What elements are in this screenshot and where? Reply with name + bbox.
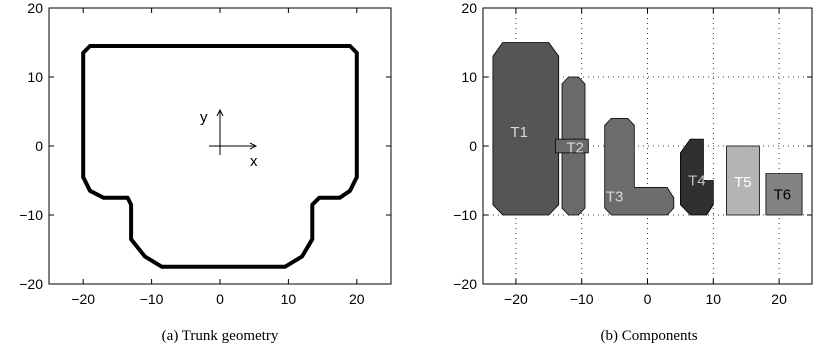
component-label-t1: T1 — [510, 124, 528, 141]
panel-a-caption: (a) Trunk geometry — [162, 328, 279, 344]
y-tick-label: 10 — [27, 69, 43, 85]
y-tick-label: 20 — [461, 0, 477, 16]
panel-b-caption: (b) Components — [600, 328, 697, 344]
component-t4 — [680, 138, 714, 216]
origin-x-label: x — [250, 153, 258, 170]
y-tick-label: −20 — [19, 276, 43, 292]
x-tick-label: −10 — [570, 291, 594, 307]
x-tick-label: −10 — [140, 291, 164, 307]
y-tick-label: −20 — [453, 276, 477, 292]
y-tick-label: 20 — [27, 0, 43, 16]
panel-b-ticks: −20 −10 0 10 20 −20 −10 0 10 20 — [453, 0, 812, 307]
component-label-t5: T5 — [734, 174, 752, 191]
x-tick-label: −20 — [504, 291, 528, 307]
component-t3 — [604, 118, 675, 216]
y-tick-label: 0 — [469, 138, 477, 154]
component-t5 — [726, 145, 760, 216]
component-label-t2: T2 — [566, 139, 584, 156]
component-label-t6: T6 — [774, 186, 792, 203]
component-label-t3: T3 — [606, 188, 624, 205]
component-t2b — [555, 138, 589, 154]
y-tick-label: 10 — [461, 69, 477, 85]
trunk-outline — [81, 44, 359, 269]
component-shapes: T1 T2 T3 T4 T5 T6 — [492, 42, 803, 216]
origin-y-label: y — [200, 109, 208, 126]
x-tick-label: 0 — [644, 291, 652, 307]
y-tick-label: 0 — [35, 138, 43, 154]
component-t6 — [765, 173, 803, 216]
y-tick-label: −10 — [453, 207, 477, 223]
panel-components: T1 T2 T3 T4 T5 T6 −20 −10 0 10 20 −20 −10 0 10 20 (b) … — [453, 0, 813, 344]
x-tick-label: 10 — [706, 291, 722, 307]
origin-x-arrow — [249, 142, 258, 150]
x-tick-label: 20 — [349, 291, 365, 307]
panel-a-ticks: −20 −10 0 10 20 −20 −10 0 10 20 — [19, 0, 391, 307]
origin-axes: xy — [200, 108, 258, 170]
x-tick-label: −20 — [71, 291, 95, 307]
x-tick-label: 0 — [216, 291, 224, 307]
component-t1 — [492, 42, 560, 216]
origin-y-arrow — [216, 108, 224, 117]
x-tick-label: 20 — [771, 291, 787, 307]
component-label-t4: T4 — [688, 173, 706, 190]
y-tick-label: −10 — [19, 207, 43, 223]
x-tick-label: 10 — [281, 291, 297, 307]
